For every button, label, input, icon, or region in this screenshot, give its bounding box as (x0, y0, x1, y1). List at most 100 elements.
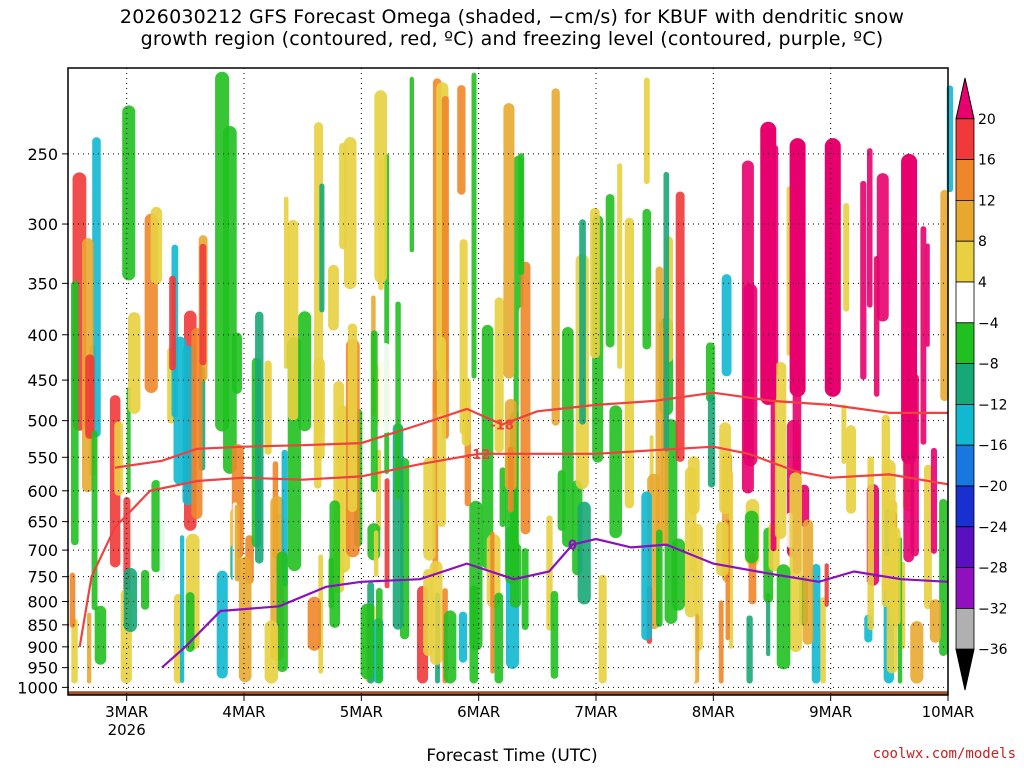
omega-streak (876, 173, 889, 322)
contour-label: 0 (568, 539, 577, 554)
omega-streak (339, 142, 347, 250)
omega-streak (329, 500, 341, 628)
omega-streak (641, 491, 652, 641)
omega-streak (718, 600, 724, 684)
omega-streak (234, 504, 240, 582)
x-year-label: 2026 (108, 721, 146, 739)
omega-streak (707, 394, 716, 488)
omega-streak (776, 564, 791, 670)
omega-streak (238, 557, 252, 683)
omega-streak (873, 255, 880, 397)
colorbar-swatch (955, 159, 975, 201)
omega-streak (789, 472, 802, 653)
x-tick-label: 8MAR (692, 703, 735, 721)
omega-streak (811, 563, 821, 684)
omega-streak (370, 330, 378, 493)
y-tick-label: 900 (27, 638, 58, 657)
omega-streak (71, 618, 78, 684)
omega-streak (518, 153, 525, 275)
omega-streak (283, 196, 289, 369)
omega-streak (307, 596, 321, 651)
colorbar-swatch (955, 526, 975, 568)
omega-streak (122, 105, 136, 281)
omega-streak (71, 280, 79, 546)
omega-streak (802, 519, 814, 645)
colorbar-label: −8 (978, 357, 999, 373)
colorbar-swatch (955, 403, 975, 446)
omega-streak (264, 620, 279, 684)
terrain-fill (68, 691, 948, 695)
colorbar-swatch (955, 199, 975, 242)
omega-streak (889, 526, 901, 627)
omega-streak (507, 446, 514, 513)
omega-streak (469, 500, 483, 651)
omega-streak (490, 531, 495, 674)
omega-streak (930, 447, 937, 554)
colorbar-swatch (955, 608, 975, 650)
omega-streak (395, 301, 401, 499)
omega-streak (663, 171, 670, 452)
contour-line (78, 445, 949, 647)
y-tick-label: 250 (27, 145, 58, 164)
omega-streak (199, 243, 207, 366)
omega-streak (728, 471, 734, 649)
omega-streak (347, 323, 358, 513)
omega-streak (940, 189, 949, 402)
x-tick-label: 10MAR (922, 703, 975, 721)
omega-streak (409, 76, 415, 253)
omega-streak (457, 85, 466, 195)
omega-streak (843, 202, 850, 312)
watermark: coolwx.com/models (872, 746, 1016, 762)
omega-streak (774, 361, 787, 540)
x-tick-label: 4MAR (222, 703, 265, 721)
omega-streak (617, 163, 623, 369)
omega-streak (459, 239, 468, 435)
omega-streak (920, 226, 927, 445)
omega-streak (191, 328, 203, 519)
omega-max-column (789, 138, 806, 397)
omega-streak (860, 180, 867, 380)
omega-max-column (824, 138, 841, 397)
omega-streak (298, 311, 312, 432)
omega-streak (503, 103, 515, 379)
colorbar-swatch (955, 485, 975, 528)
omega-streak (151, 479, 161, 573)
colorbar-swatch (955, 444, 975, 487)
omega-streak (374, 90, 387, 283)
colorbar-label: 20 (978, 112, 996, 128)
omega-streak (373, 530, 379, 577)
omega-streak (360, 603, 374, 680)
colorbar-swatch (955, 363, 975, 405)
colorbar-top-arrow (955, 77, 975, 120)
plot-frame (67, 67, 949, 696)
x-tick-label: 3MAR (105, 703, 148, 721)
omega-streak (824, 563, 829, 607)
omega-streak (494, 592, 504, 684)
omega-streak (378, 342, 392, 434)
omega-streak (492, 143, 504, 273)
x-tick-label: 9MAR (809, 703, 852, 721)
omega-streak (746, 615, 753, 684)
x-tick-label: 5MAR (340, 703, 383, 721)
omega-streak (494, 297, 504, 453)
x-tick-label: 7MAR (574, 703, 617, 721)
omega-streak (579, 219, 586, 425)
omega-streak (643, 77, 650, 185)
omega-streak (264, 360, 272, 455)
omega-streak (123, 567, 138, 633)
omega-streak (562, 326, 574, 548)
colorbar-swatch (955, 240, 975, 283)
omega-streak (551, 88, 560, 426)
omega-streak (287, 219, 299, 421)
y-tick-label: 400 (27, 326, 58, 345)
chart-title-line2: growth region (contoured, red, ºC) and f… (140, 28, 884, 50)
omega-streak (841, 404, 847, 464)
colorbar-swatch (955, 118, 975, 161)
omega-streak (255, 311, 264, 564)
colorbar-label: −12 (978, 397, 1008, 413)
y-tick-label: 850 (27, 616, 58, 635)
colorbar-label: −20 (978, 479, 1008, 495)
colorbar-label: −36 (978, 642, 1008, 658)
omega-streak (655, 266, 664, 544)
